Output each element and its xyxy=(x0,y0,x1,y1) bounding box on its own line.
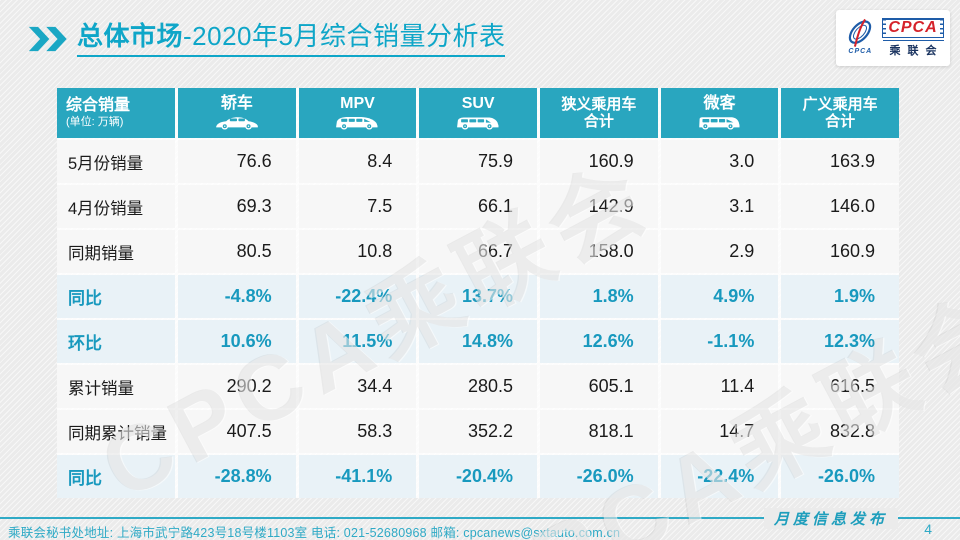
data-cell: 34.4 xyxy=(298,365,417,408)
data-cell: -1.1% xyxy=(660,320,779,363)
row-label: 5月份销量 xyxy=(57,140,175,183)
data-cell: -41.1% xyxy=(298,455,417,498)
suv-icon xyxy=(455,115,501,131)
data-cell: 80.5 xyxy=(178,230,296,273)
data-cell: 290.2 xyxy=(178,365,296,408)
emblem-caption: CPCA xyxy=(848,48,873,55)
data-cell: 13.7% xyxy=(419,275,537,318)
data-cell: 160.9 xyxy=(539,140,658,183)
data-cell: -26.0% xyxy=(781,455,899,498)
data-cell: 1.8% xyxy=(539,275,658,318)
sedan-icon xyxy=(214,115,260,131)
data-cell: 818.1 xyxy=(539,410,658,453)
title-bar: 总体市场-2020年5月综合销量分析表 xyxy=(28,21,506,57)
cpca-logo: CPCA CPCA 乘联会 xyxy=(836,10,950,66)
data-cell: -28.8% xyxy=(178,455,296,498)
column-header: MPV xyxy=(298,88,417,138)
data-cell: -20.4% xyxy=(419,455,537,498)
row-label: 环比 xyxy=(57,320,175,363)
data-cell: 158.0 xyxy=(539,230,658,273)
data-cell: 163.9 xyxy=(781,140,899,183)
row-label: 同比 xyxy=(57,275,175,318)
data-cell: 832.8 xyxy=(781,410,899,453)
data-cell: 8.4 xyxy=(298,140,417,183)
cpca-chinese-name: 乘联会 xyxy=(882,40,944,58)
page-title-rest: -2020年5月综合销量分析表 xyxy=(183,21,506,51)
data-cell: 14.8% xyxy=(419,320,537,363)
column-header: SUV xyxy=(419,88,537,138)
data-cell: 7.5 xyxy=(298,185,417,228)
page-number: 4 xyxy=(924,521,932,537)
data-cell: 14.7 xyxy=(660,410,779,453)
data-cell: 1.9% xyxy=(781,275,899,318)
data-cell: 10.6% xyxy=(178,320,296,363)
data-cell: -22.4% xyxy=(660,455,779,498)
data-cell: 352.2 xyxy=(419,410,537,453)
data-cell: 605.1 xyxy=(539,365,658,408)
column-header: 轿车 xyxy=(178,88,296,138)
data-cell: 146.0 xyxy=(781,185,899,228)
data-cell: 3.1 xyxy=(660,185,779,228)
data-cell: 4.9% xyxy=(660,275,779,318)
double-chevron-icon xyxy=(28,27,67,52)
row-label: 同比 xyxy=(57,455,175,498)
data-cell: 10.8 xyxy=(298,230,417,273)
unit-header-cell: 综合销量 (单位: 万辆) xyxy=(57,88,175,138)
cpca-emblem-icon: CPCA xyxy=(842,16,878,60)
data-cell: 58.3 xyxy=(298,410,417,453)
release-label: 月度信息发布 xyxy=(763,508,898,529)
mpv-icon xyxy=(334,115,380,131)
footer-contact: 乘联会秘书处地址: 上海市武宁路423号18号楼1103室 电话: 021-52… xyxy=(8,526,621,540)
data-cell: 407.5 xyxy=(178,410,296,453)
data-cell: -26.0% xyxy=(539,455,658,498)
data-cell: 2.9 xyxy=(660,230,779,273)
data-cell: 11.5% xyxy=(298,320,417,363)
data-cell: 12.3% xyxy=(781,320,899,363)
row-label: 同期销量 xyxy=(57,230,175,273)
column-header: 微客 xyxy=(660,88,779,138)
footer-divider xyxy=(0,517,960,519)
data-cell: 11.4 xyxy=(660,365,779,408)
data-cell: 280.5 xyxy=(419,365,537,408)
data-cell: -4.8% xyxy=(178,275,296,318)
row-label: 4月份销量 xyxy=(57,185,175,228)
data-cell: 66.7 xyxy=(419,230,537,273)
data-cell: 3.0 xyxy=(660,140,779,183)
cpca-acronym: CPCA xyxy=(886,18,940,37)
data-cell: 69.3 xyxy=(178,185,296,228)
cpca-acronym-box: CPCA xyxy=(882,17,944,39)
data-cell: 616.5 xyxy=(781,365,899,408)
sales-table: 综合销量 (单位: 万辆) 轿车 MPV SUV 狭义乘用车 合计 微客 广义乘用车 合计… xyxy=(57,88,899,498)
data-cell: 75.9 xyxy=(419,140,537,183)
cpca-wordmark: CPCA 乘联会 xyxy=(882,17,944,59)
data-cell: 142.9 xyxy=(539,185,658,228)
column-header: 广义乘用车 合计 xyxy=(781,88,899,138)
data-cell: -22.4% xyxy=(298,275,417,318)
microvan-icon xyxy=(696,115,742,131)
data-cell: 66.1 xyxy=(419,185,537,228)
data-cell: 12.6% xyxy=(539,320,658,363)
page-title-market: 总体市场 xyxy=(77,21,184,51)
row-label: 同期累计销量 xyxy=(57,410,175,453)
data-cell: 76.6 xyxy=(178,140,296,183)
page-title: 总体市场-2020年5月综合销量分析表 xyxy=(77,21,506,57)
column-header: 狭义乘用车 合计 xyxy=(539,88,658,138)
data-cell: 160.9 xyxy=(781,230,899,273)
row-label: 累计销量 xyxy=(57,365,175,408)
